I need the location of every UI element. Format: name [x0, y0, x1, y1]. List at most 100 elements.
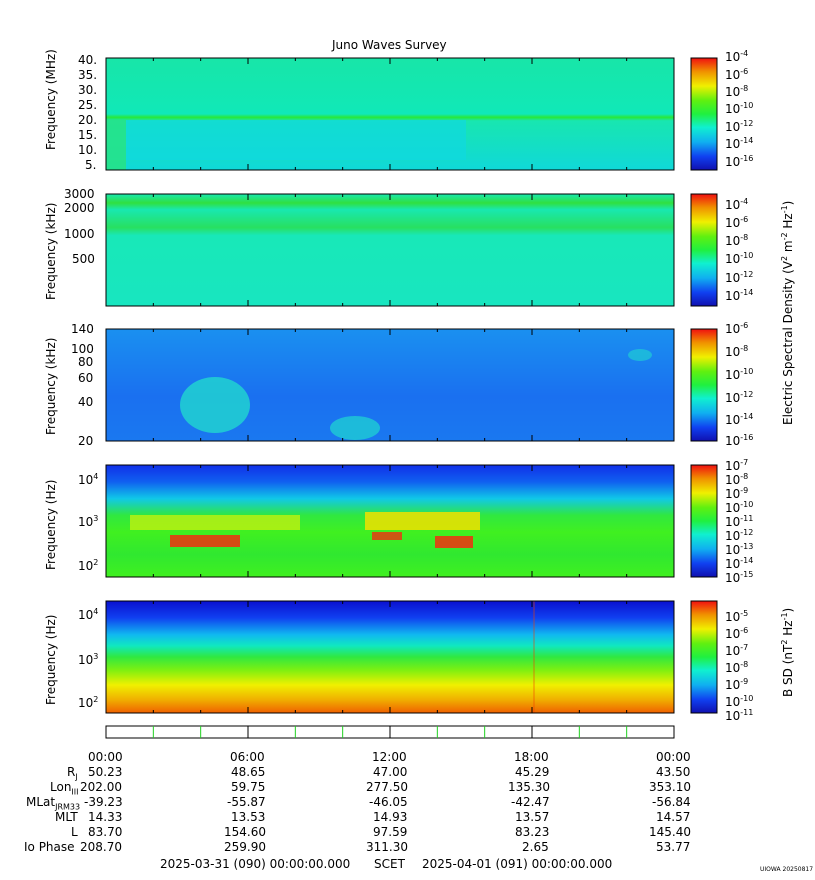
cbar4-tick-4: 10-11: [725, 514, 754, 529]
tick-marks: [105, 58, 675, 738]
ytick-p2-500: 500: [72, 252, 95, 266]
cbar2-tick-5: 10-14: [725, 288, 754, 303]
time-tick-2: 12:00: [372, 750, 407, 764]
cbar4-tick-0: 10-7: [725, 458, 749, 473]
eph-val: 14.57: [656, 810, 691, 824]
footer-stamp: UIOWA 20250817: [760, 866, 814, 873]
panel-5: [105, 600, 675, 714]
eph-label-lon: LonIII: [50, 780, 79, 797]
cbar3-tick-4: 10-14: [725, 412, 754, 427]
eph-label-rj: RJ: [67, 765, 78, 782]
eph-val: 14.33: [88, 810, 123, 824]
eph-label-mlat: MLatJRM33: [26, 795, 81, 812]
cbar1-tick-2: 10-8: [725, 84, 749, 99]
footer-start: 2025-03-31 (090) 00:00:00.000: [160, 857, 351, 871]
ytick-p3-140: 140: [71, 322, 94, 336]
cbar5-tick-1: 10-6: [725, 626, 749, 641]
chart-title: Juno Waves Survey: [332, 38, 447, 52]
cbar4-tick-6: 10-13: [725, 542, 754, 557]
colorbars: [690, 57, 718, 714]
eph-val: 154.60: [224, 825, 266, 839]
cbar3-tick-1: 10-8: [725, 344, 749, 359]
ytick-p5-1e4: 104: [78, 607, 99, 622]
eph-val: 45.29: [515, 765, 550, 779]
eph-val: 53.77: [656, 840, 691, 854]
eph-val: 50.23: [88, 765, 123, 779]
eph-val: 259.90: [224, 840, 266, 854]
eph-val: 48.65: [231, 765, 266, 779]
ytick-p1-40: 40.: [78, 53, 98, 67]
eph-val: 135.30: [508, 780, 550, 794]
ytick-p3-40: 40: [78, 395, 94, 409]
colorbar-label-magnetic: B SD (nT2 Hz-1): [780, 607, 795, 697]
cbar1-tick-1: 10-6: [725, 67, 749, 82]
cbar5-tick-4: 10-9: [725, 677, 749, 692]
cbar3-tick-2: 10-10: [725, 367, 754, 382]
eph-val: -56.84: [652, 795, 691, 809]
eph-val: 13.53: [231, 810, 266, 824]
eph-val: 59.75: [231, 780, 266, 794]
ylabel-panel-5: Frequency (Hz): [44, 614, 58, 706]
eph-val: 208.70: [80, 840, 122, 854]
eph-val: 47.00: [373, 765, 408, 779]
cbar2-tick-1: 10-6: [725, 215, 749, 230]
cbar5-tick-0: 10-5: [725, 609, 749, 624]
eph-val: 353.10: [649, 780, 691, 794]
ylabel-panel-2: Frequency (kHz): [44, 202, 58, 300]
eph-val: 277.50: [366, 780, 408, 794]
ytick-p2-3000: 3000: [64, 187, 95, 201]
time-tick-4: 00:00: [656, 750, 691, 764]
eph-val: -42.47: [511, 795, 550, 809]
ylabel-panel-4: Frequency (Hz): [44, 479, 58, 571]
cbar4-tick-3: 10-10: [725, 500, 754, 515]
eph-label-io: Io Phase: [24, 840, 75, 854]
cbar5-tick-6: 10-11: [725, 708, 754, 723]
ytick-p1-5: 5.: [85, 158, 97, 172]
cbar4-tick-2: 10-9: [725, 486, 749, 501]
cbar5-tick-5: 10-10: [725, 694, 754, 709]
ytick-p3-100: 100: [71, 342, 94, 356]
cbar5-tick-2: 10-7: [725, 643, 749, 658]
ylabel-panel-1: Frequency (MHz): [44, 49, 58, 150]
time-tick-0: 00:00: [88, 750, 123, 764]
ytick-p1-25: 25.: [78, 98, 98, 112]
colorbar-label-electric: Electric Spectral Density (V2 m-2 Hz-1): [780, 200, 795, 425]
cbar1-tick-5: 10-14: [725, 136, 754, 151]
footer-end: 2025-04-01 (091) 00:00:00.000: [422, 857, 613, 871]
cbar1-tick-4: 10-12: [725, 119, 754, 134]
cbar5-tick-3: 10-8: [725, 660, 749, 675]
cbar2-tick-4: 10-12: [725, 270, 754, 285]
eph-val: -46.05: [369, 795, 408, 809]
eph-val: 83.70: [88, 825, 123, 839]
ylabel-panel-3: Frequency (kHz): [44, 337, 58, 435]
cbar2-tick-3: 10-10: [725, 251, 754, 266]
ytick-p1-30: 30.: [78, 83, 98, 97]
ytick-p5-1e2: 102: [78, 695, 99, 710]
eph-label-mlt: MLT: [55, 810, 78, 824]
time-tick-3: 18:00: [514, 750, 549, 764]
cbar1-tick-3: 10-10: [725, 101, 754, 116]
panel-4: [105, 464, 675, 578]
ytick-p3-80: 80: [78, 355, 94, 369]
panel-3: [105, 328, 675, 442]
ytick-p3-60: 60: [78, 371, 94, 385]
ytick-p5-1e3: 103: [78, 652, 99, 667]
cbar4-tick-1: 10-8: [725, 472, 749, 487]
ytick-p4-1e2: 102: [78, 558, 99, 573]
cbar2-tick-0: 10-4: [725, 197, 749, 212]
time-tick-1: 06:00: [230, 750, 265, 764]
eph-val: 13.57: [515, 810, 550, 824]
cbar1-tick-6: 10-16: [725, 154, 754, 169]
cbar4-tick-7: 10-14: [725, 556, 754, 571]
eph-val: 202.00: [80, 780, 122, 794]
cbar3-tick-5: 10-16: [725, 433, 754, 448]
eph-val: 2.65: [522, 840, 549, 854]
eph-val: 311.30: [366, 840, 408, 854]
eph-val: 43.50: [656, 765, 691, 779]
ytick-p4-1e4: 104: [78, 472, 99, 487]
ytick-p1-20: 20.: [78, 113, 98, 127]
eph-val: 14.93: [373, 810, 408, 824]
cbar3-tick-3: 10-12: [725, 390, 754, 405]
ytick-p2-2000: 2000: [64, 201, 95, 215]
